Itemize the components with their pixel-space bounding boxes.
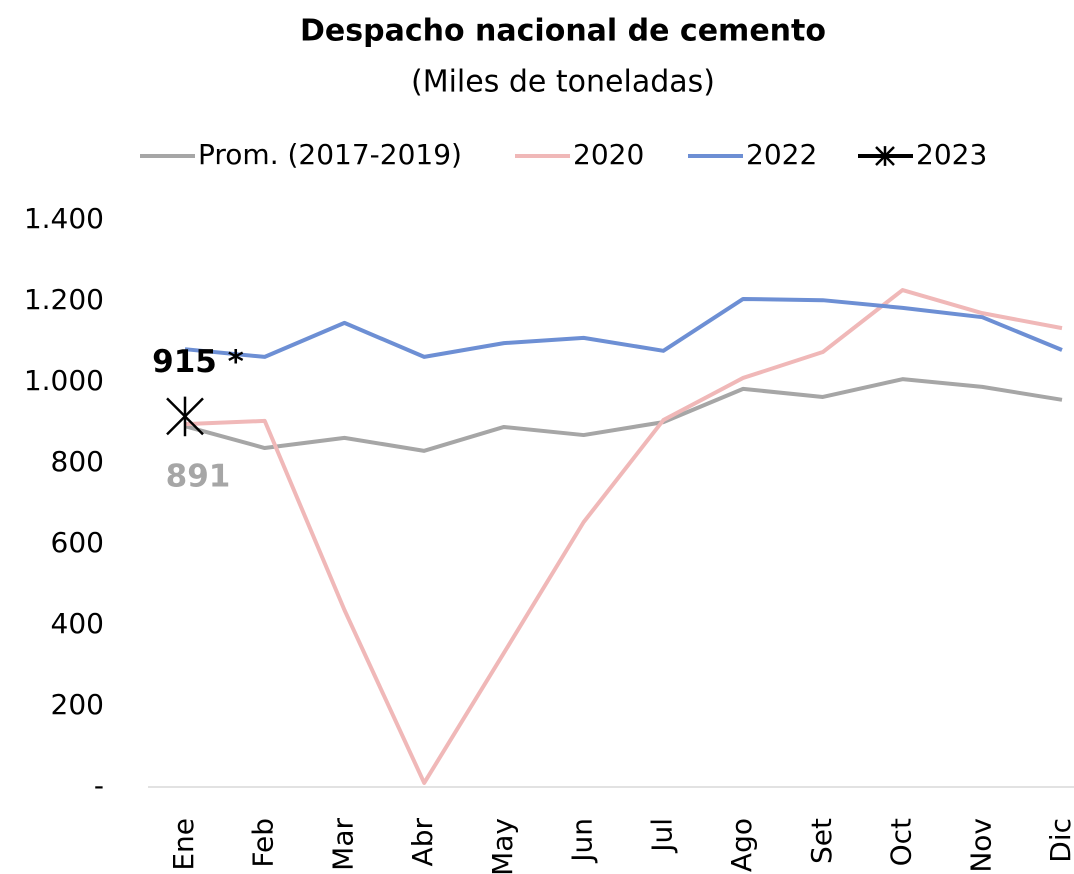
x-tick-label: Nov	[964, 818, 997, 873]
y-tick-label: -	[94, 769, 104, 802]
x-tick-label: May	[486, 818, 519, 874]
x-tick-label: Ene	[167, 818, 200, 871]
legend-label: 2023	[916, 138, 987, 171]
legend-label: 2020	[573, 138, 644, 171]
x-tick-label: Ago	[725, 818, 758, 872]
data-label: 891	[166, 459, 231, 495]
series-line	[184, 288, 1063, 785]
y-tick-label: 1.200	[24, 283, 104, 316]
y-tick-label: 200	[51, 688, 104, 721]
y-tick-label: 1.000	[24, 364, 104, 397]
x-tick-label: Mar	[326, 818, 359, 871]
legend-label: Prom. (2017-2019)	[198, 138, 462, 171]
x-tick-label: Dic	[1044, 818, 1074, 863]
marker	[875, 146, 895, 166]
series-line	[184, 296, 1063, 359]
data-label: 915 *	[152, 344, 244, 380]
chart-subtitle: (Miles de toneladas)	[411, 65, 715, 100]
x-tick-label: Set	[805, 818, 838, 864]
y-tick-label: 800	[51, 445, 104, 478]
x-tick-label: Abr	[406, 818, 439, 867]
x-tick-label: Jun	[566, 818, 599, 864]
y-tick-label: 600	[51, 526, 104, 559]
chart-title: Despacho nacional de cemento	[300, 14, 826, 49]
y-tick-label: 1.400	[24, 202, 104, 235]
x-tick-label: Jul	[645, 818, 678, 854]
series-line	[184, 377, 1063, 453]
x-tick-label: Feb	[247, 818, 280, 868]
y-tick-label: 400	[51, 607, 104, 640]
legend-label: 2022	[746, 138, 817, 171]
marker	[166, 396, 204, 437]
x-tick-label: Oct	[885, 818, 918, 866]
